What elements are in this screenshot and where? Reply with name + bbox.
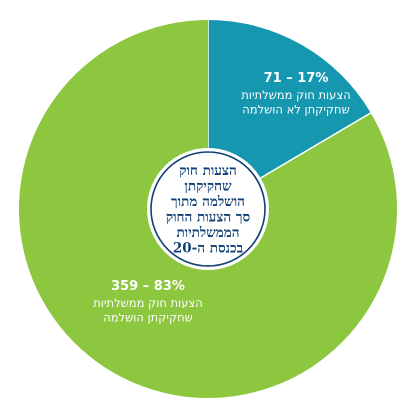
- slice-desc-label-2-1: הצעות חוק ממשלתיות: [93, 296, 202, 310]
- center-label-line-1: הצעות חוק: [179, 163, 237, 179]
- slice-desc-label-2-2: שחקיקתן הושלמה: [103, 311, 193, 325]
- pie-slice-1: [208, 20, 371, 209]
- center-label-line-3: הושלמה מתוך: [171, 194, 245, 210]
- center-label-line-2: שחקיקתן: [184, 178, 232, 194]
- center-circle: [147, 148, 269, 270]
- slice-value-label-2: 359 – 83%: [111, 279, 185, 294]
- slice-value-label-1: 71 – 17%: [264, 71, 329, 86]
- slice-desc-label-1-2: שחקיקתן לא הושלמה: [242, 103, 349, 117]
- center-label-line-5: הממשלתיות: [176, 225, 239, 241]
- center-label-line-6: בכנסת ה-20: [173, 240, 244, 256]
- slice-desc-label-1-1: הצעות חוק ממשלתיות: [241, 88, 350, 102]
- center-label-line-4: סך הצעות החוק: [166, 209, 251, 225]
- center-ring: [150, 151, 266, 267]
